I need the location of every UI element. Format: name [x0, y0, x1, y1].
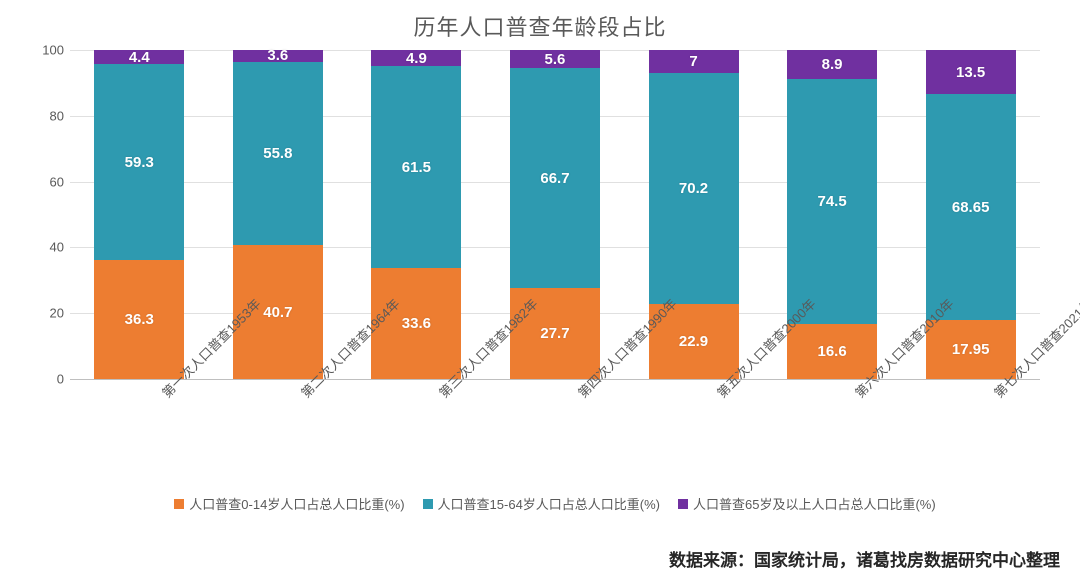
legend-item: 人口普查15-64岁人口占总人口比重(%) — [423, 494, 660, 513]
bar-value-label: 16.6 — [817, 343, 846, 360]
x-tick-label: 第六次人口普查2010年 — [787, 380, 877, 490]
bar-value-label: 27.7 — [540, 325, 569, 342]
legend-swatch — [678, 499, 688, 509]
bar-segment: 7 — [649, 50, 739, 73]
y-tick-label: 100 — [32, 43, 64, 58]
bar-segment: 59.3 — [94, 64, 184, 259]
bar-group: 22.9 70.2 7 — [649, 50, 739, 379]
bar-value-label: 33.6 — [402, 315, 431, 332]
bar-segment: 4.4 — [94, 50, 184, 64]
bar-value-label: 4.9 — [406, 50, 427, 67]
bar-segment: 66.7 — [510, 68, 600, 287]
x-tick-label: 第二次人口普查1964年 — [233, 380, 323, 490]
legend: 人口普查0-14岁人口占总人口比重(%) 人口普查15-64岁人口占总人口比重(%… — [70, 494, 1040, 513]
legend-label: 人口普查15-64岁人口占总人口比重(%) — [438, 494, 660, 513]
bar-segment: 70.2 — [649, 73, 739, 304]
bar-segment: 5.6 — [510, 50, 600, 68]
bar-group: 17.95 68.65 13.5 — [926, 50, 1016, 379]
x-tick-label: 第三次人口普查1982年 — [371, 380, 461, 490]
bar-value-label: 74.5 — [817, 193, 846, 210]
bar-segment: 4.9 — [371, 50, 461, 66]
data-source-label: 数据来源：国家统计局，诸葛找房数据研究中心整理 — [669, 546, 1060, 571]
bar-value-label: 61.5 — [402, 159, 431, 176]
bar-value-label: 70.2 — [679, 180, 708, 197]
y-tick-label: 80 — [32, 108, 64, 123]
legend-item: 人口普查65岁及以上人口占总人口比重(%) — [678, 494, 936, 513]
chart-container: 历年人口普查年龄段占比 0 20 40 60 80 100 36.3 59.3 4.4 40.7… — [30, 10, 1050, 550]
bar-segment: 61.5 — [371, 66, 461, 268]
bar-value-label: 7 — [689, 53, 697, 70]
x-axis-labels: 第一次人口普查1953年第二次人口普查1964年第三次人口普查1982年第四次人… — [70, 380, 1040, 490]
bar-value-label: 4.4 — [129, 49, 150, 66]
bar-segment: 13.5 — [926, 50, 1016, 94]
bar-segment: 36.3 — [94, 260, 184, 379]
bar-value-label: 68.65 — [952, 199, 990, 216]
bar-group: 36.3 59.3 4.4 — [94, 50, 184, 379]
legend-item: 人口普查0-14岁人口占总人口比重(%) — [174, 494, 404, 513]
bar-segment: 16.6 — [787, 324, 877, 379]
bar-value-label: 59.3 — [125, 154, 154, 171]
chart-title: 历年人口普查年龄段占比 — [30, 10, 1050, 42]
x-tick-label: 第四次人口普查1990年 — [510, 380, 600, 490]
bar-segment: 17.95 — [926, 320, 1016, 379]
x-tick-label: 第五次人口普查2000年 — [649, 380, 739, 490]
bar-value-label: 3.6 — [267, 47, 288, 64]
bar-value-label: 36.3 — [125, 311, 154, 328]
x-tick-label: 第七次人口普查2021年 — [926, 380, 1016, 490]
bar-value-label: 66.7 — [540, 170, 569, 187]
x-tick-label: 第一次人口普查1953年 — [94, 380, 184, 490]
legend-swatch — [423, 499, 433, 509]
bar-group: 33.6 61.5 4.9 — [371, 50, 461, 379]
bar-value-label: 40.7 — [263, 304, 292, 321]
bar-segment: 55.8 — [233, 62, 323, 245]
bar-value-label: 13.5 — [956, 64, 985, 81]
legend-label: 人口普查0-14岁人口占总人口比重(%) — [189, 494, 404, 513]
bar-value-label: 55.8 — [263, 145, 292, 162]
y-tick-label: 20 — [32, 306, 64, 321]
bar-segment: 3.6 — [233, 50, 323, 62]
bar-group: 27.7 66.7 5.6 — [510, 50, 600, 379]
bar-value-label: 22.9 — [679, 333, 708, 350]
bar-group: 40.7 55.8 3.6 — [233, 50, 323, 379]
legend-swatch — [174, 499, 184, 509]
legend-label: 人口普查65岁及以上人口占总人口比重(%) — [693, 494, 936, 513]
bar-segment: 68.65 — [926, 94, 1016, 320]
bar-segment: 8.9 — [787, 50, 877, 79]
bar-value-label: 5.6 — [545, 51, 566, 68]
bar-value-label: 8.9 — [822, 56, 843, 73]
bar-value-label: 17.95 — [952, 341, 990, 358]
y-tick-label: 0 — [32, 372, 64, 387]
y-tick-label: 60 — [32, 174, 64, 189]
bar-group: 16.6 74.5 8.9 — [787, 50, 877, 379]
y-tick-label: 40 — [32, 240, 64, 255]
bar-segment: 74.5 — [787, 79, 877, 324]
